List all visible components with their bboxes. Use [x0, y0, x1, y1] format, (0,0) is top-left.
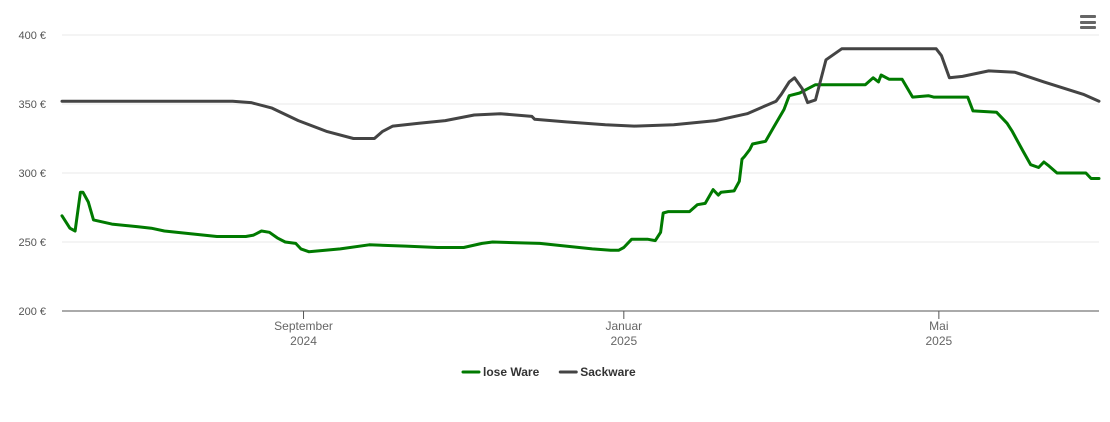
y-tick-label: 400 € — [18, 30, 46, 42]
x-tick-label-month: September — [274, 319, 333, 333]
y-axis-ticks: 400 € 350 € 300 € 250 € 200 € — [18, 30, 46, 318]
x-tick-label-year: 2024 — [290, 334, 317, 348]
hamburger-menu-icon[interactable] — [1076, 10, 1100, 34]
y-tick-label: 350 € — [18, 99, 46, 111]
y-tick-label: 300 € — [18, 168, 46, 180]
series-line-sackware — [60, 47, 1101, 140]
x-tick-label-year: 2025 — [610, 334, 637, 348]
grid-lines — [62, 34, 1099, 243]
series-line-lose-ware — [60, 73, 1101, 254]
legend-label: Sackware — [580, 365, 636, 379]
x-tick-label-year: 2025 — [926, 334, 953, 348]
y-tick-label: 200 € — [18, 306, 46, 318]
x-tick-label-month: Mai — [929, 319, 948, 333]
legend-label: lose Ware — [483, 365, 540, 379]
y-tick-label: 250 € — [18, 237, 46, 249]
legend: lose Ware Sackware — [461, 365, 636, 379]
x-tick-label-month: Januar — [605, 319, 642, 333]
series-lines — [60, 47, 1101, 254]
